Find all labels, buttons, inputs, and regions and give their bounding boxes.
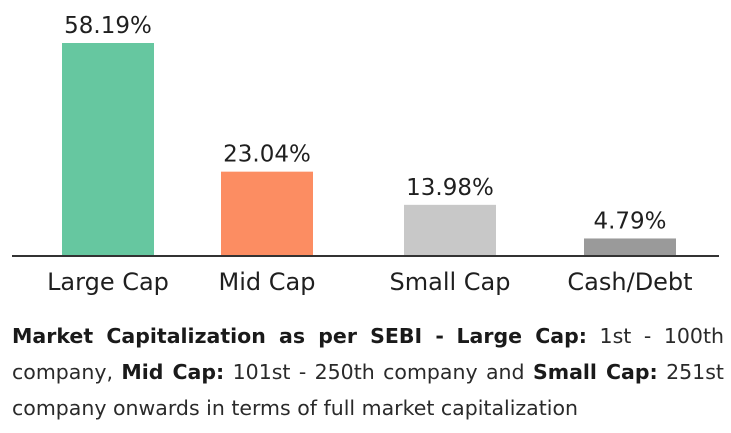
x-tick-large-cap: Large Cap: [47, 268, 169, 296]
x-tick-labels-group: Large Cap Mid Cap Small Cap Cash/Debt: [47, 268, 693, 296]
value-label-large-cap: 58.19%: [64, 13, 152, 39]
bar-chart: 58.19% 23.04% 13.98% 4.79% Large Cap Mid Cap…: [12, 13, 719, 296]
value-label-small-cap: 13.98%: [406, 175, 494, 201]
footnote-small-cap-text: 251st company onwards in terms of full m…: [12, 360, 724, 420]
value-labels-group: 58.19% 23.04% 13.98% 4.79%: [64, 13, 666, 234]
bars-group: [62, 43, 676, 256]
footnote-large-cap-text: 1st - 100th company,: [12, 324, 724, 384]
x-tick-mid-cap: Mid Cap: [219, 268, 316, 296]
bar-cash-debt: [584, 238, 676, 256]
value-label-mid-cap: 23.04%: [223, 142, 311, 168]
footnote-mid-cap-label: Mid Cap:: [121, 360, 225, 384]
footnote-small-cap-label: Small Cap:: [532, 360, 658, 384]
bar-mid-cap: [221, 171, 313, 256]
value-label-cash-debt: 4.79%: [593, 208, 666, 234]
footnote-lead: Market Capitalization as per SEBI -: [12, 324, 444, 348]
x-tick-small-cap: Small Cap: [390, 268, 511, 296]
bar-small-cap: [404, 204, 496, 256]
footnote-mid-cap-text: 101st - 250th company and: [232, 360, 525, 384]
x-tick-cash-debt: Cash/Debt: [567, 268, 692, 296]
footnote-large-cap-label: Large Cap:: [456, 324, 587, 348]
market-cap-footnote: Market Capitalization as per SEBI - Larg…: [12, 318, 724, 426]
bar-large-cap: [62, 43, 154, 256]
